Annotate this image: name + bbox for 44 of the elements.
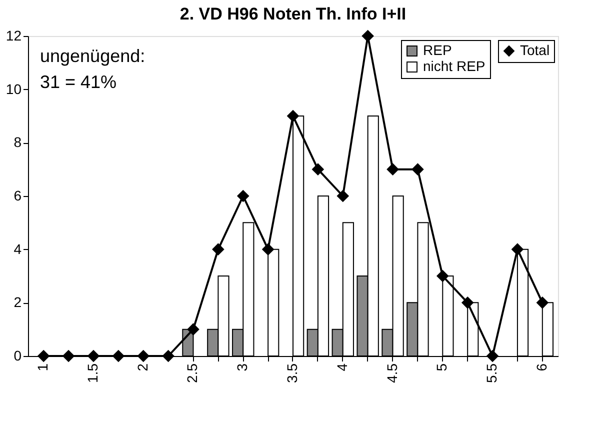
x-tick-label: 3 [234,363,250,372]
x-tick-label: 2.5 [184,363,200,383]
point [38,350,50,362]
point [387,164,399,176]
point [436,270,448,282]
point [312,164,324,176]
x-tick-label: 6 [533,363,550,372]
annotation: ungenügend: 31 = 41% [40,46,146,92]
point [262,244,274,256]
y-tick-label: 0 [14,348,22,364]
point [62,350,74,362]
x-tick-label: 5 [434,363,450,372]
point [337,190,349,202]
point [138,350,150,362]
point [362,30,374,42]
x-tick-label: 1 [34,363,51,372]
point [212,244,224,256]
y-tick-label: 10 [6,80,22,97]
y-tick-label: 8 [14,134,22,150]
y-tick-label: 2 [14,294,22,310]
x-tick-label: 4.5 [384,363,400,383]
point [112,350,124,362]
point [287,110,299,122]
point [162,350,174,362]
x-tick-label: 3.5 [284,363,300,383]
x-tick-label: 1.5 [84,363,100,383]
point [412,164,424,176]
point [88,350,100,362]
point [486,350,498,362]
x-tick-label: 5.5 [484,363,500,383]
y-tick-label: 4 [14,240,22,257]
chart-title: 2. VD H96 Noten Th. Info I+II [180,4,406,24]
point [512,244,524,256]
legend-label: REP [423,42,452,58]
legend-label: Total [520,42,550,58]
y-tick-label: 6 [14,188,22,204]
legend-label: nicht REP [423,58,486,74]
y-tick-label: 12 [6,28,22,44]
x-tick-label: 4 [334,363,350,372]
point [462,296,474,308]
point [187,324,199,336]
x-tick-label: 2 [134,363,150,372]
point [237,190,249,202]
point [536,296,548,308]
